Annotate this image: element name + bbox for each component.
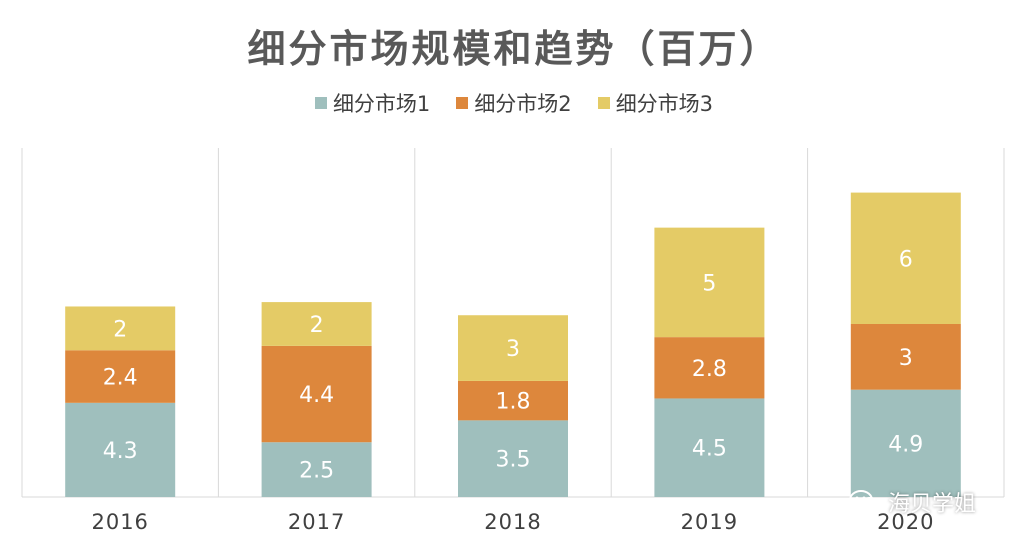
legend-label-2: 细分市场2 xyxy=(474,92,572,116)
data-label-2018-series-1: 3.5 xyxy=(496,448,531,473)
data-label-2018-series-3: 3 xyxy=(506,337,520,362)
data-label-2018-series-2: 1.8 xyxy=(496,390,531,415)
legend-label-1: 细分市场1 xyxy=(332,92,431,116)
bar-2020-series-2 xyxy=(850,323,961,390)
bar-2018-series-1 xyxy=(458,420,568,497)
data-label-2019-series-1: 4.5 xyxy=(692,437,727,462)
legend-item-1: 细分市场1 xyxy=(314,88,431,118)
watermark: 海贝学姐 xyxy=(848,486,976,518)
bar-2016-series-3 xyxy=(65,306,176,351)
bar-2019-series-1 xyxy=(654,398,765,497)
data-label-2017-series-3: 2 xyxy=(310,313,324,338)
legend-swatch-1 xyxy=(314,97,327,109)
legend-label-3: 细分市场3 xyxy=(615,92,714,116)
x-tick-label-2018: 2018 xyxy=(484,510,541,534)
data-label-2017-series-1: 2.5 xyxy=(299,459,334,484)
bar-2016-series-1 xyxy=(65,402,176,497)
bar-2019-series-2 xyxy=(654,337,765,399)
x-tick-label-2017: 2017 xyxy=(288,510,345,534)
bar-2020-series-3 xyxy=(850,192,961,324)
watermark-text: 海贝学姐 xyxy=(888,492,977,517)
x-tick-label-2019: 2019 xyxy=(681,510,738,534)
data-label-2017-series-2: 4.4 xyxy=(299,383,334,408)
x-tick-label-2020: 2020 xyxy=(877,510,934,534)
bar-2016-series-2 xyxy=(65,350,176,403)
wechat-icon xyxy=(848,489,882,515)
bar-2018-series-2 xyxy=(458,380,568,421)
x-tick-label-2016: 2016 xyxy=(91,510,148,534)
bar-2017-series-1 xyxy=(261,442,372,497)
data-label-2016-series-2: 2.4 xyxy=(103,366,138,391)
bar-2019-series-3 xyxy=(654,227,765,338)
bar-2017-series-3 xyxy=(261,302,372,346)
data-label-2020-series-3: 6 xyxy=(899,247,913,272)
bar-2018-series-3 xyxy=(458,315,568,381)
data-label-2019-series-3: 5 xyxy=(702,271,716,296)
data-label-2016-series-3: 2 xyxy=(113,317,127,342)
data-label-2020-series-1: 4.9 xyxy=(888,432,923,457)
legend-item-2: 细分市场2 xyxy=(456,88,572,118)
legend-swatch-3 xyxy=(597,97,610,109)
data-label-2016-series-1: 4.3 xyxy=(103,439,138,464)
data-label-2019-series-2: 2.8 xyxy=(692,357,727,382)
legend: 细分市场1 细分市场2 细分市场3 xyxy=(0,88,1028,118)
legend-swatch-2 xyxy=(456,97,469,109)
chart-title: 细分市场规模和趋势（百万） xyxy=(247,27,781,71)
data-label-2020-series-2: 3 xyxy=(899,346,913,371)
legend-item-3: 细分市场3 xyxy=(597,88,714,118)
bar-2020-series-1 xyxy=(850,389,961,497)
bar-2017-series-2 xyxy=(261,345,372,443)
